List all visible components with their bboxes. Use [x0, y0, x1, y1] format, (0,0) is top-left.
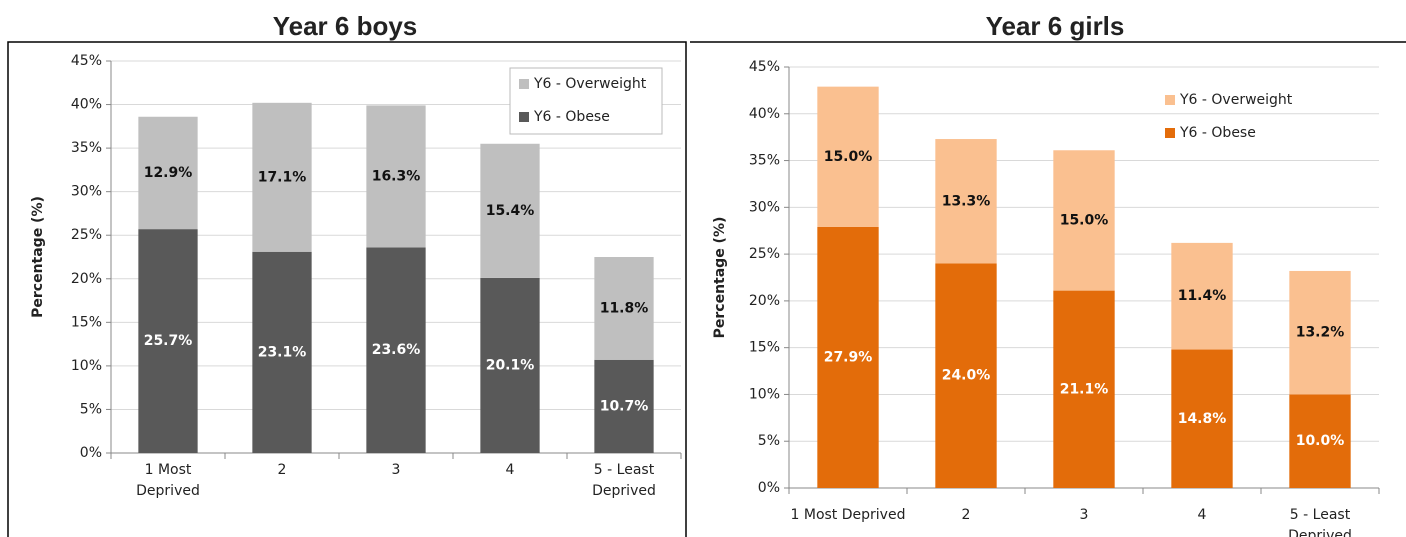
bar-segment [1289, 270, 1351, 395]
bar-segment [594, 359, 654, 453]
x-tick-label: 5 - Least Deprived [1288, 507, 1352, 537]
y-axis-label: Percentage (%) [712, 217, 728, 339]
bar-segment [138, 229, 198, 453]
data-label: 15.0% [1060, 212, 1109, 228]
y-tick-label: 40% [71, 97, 102, 113]
data-label: 25.7% [144, 333, 193, 349]
y-tick-label: 15% [749, 340, 780, 356]
y-tick-label: 45% [71, 53, 102, 69]
data-label: 13.2% [1296, 325, 1345, 341]
data-label: 14.8% [1178, 411, 1227, 427]
y-tick-label: 0% [80, 445, 102, 461]
y-tick-label: 5% [758, 433, 780, 449]
data-label: 24.0% [942, 368, 991, 384]
frame [7, 41, 687, 537]
y-axis-label: Percentage (%) [30, 196, 46, 318]
bar-segment [1053, 150, 1115, 291]
bar-segment [817, 226, 879, 489]
data-label: 20.1% [486, 357, 535, 373]
data-label: 16.3% [372, 168, 421, 184]
legend-label: Y6 - Overweight [1179, 92, 1293, 108]
bar-segment [252, 251, 312, 453]
y-tick-label: 5% [80, 401, 102, 417]
data-label: 15.0% [824, 149, 873, 165]
y-tick-label: 10% [749, 386, 780, 402]
bar-segment [366, 247, 426, 453]
x-tick-label: 4 [505, 462, 515, 478]
bar-segment [480, 277, 540, 453]
bar-segment [1171, 349, 1233, 488]
y-tick-label: 25% [749, 246, 780, 262]
x-tick-label: 2 [961, 507, 971, 523]
data-label: 10.7% [600, 398, 649, 414]
x-tick-label: 1 Most Deprived [136, 462, 200, 499]
bar-segment [1053, 290, 1115, 488]
x-tick-label: 3 [1079, 507, 1089, 523]
data-label: 13.3% [942, 193, 991, 209]
y-tick-label: 35% [71, 140, 102, 156]
legend-label: Y6 - Overweight [533, 76, 647, 92]
data-label: 11.4% [1178, 288, 1227, 304]
y-tick-label: 0% [758, 480, 780, 496]
y-tick-label: 25% [71, 227, 102, 243]
y-tick-label: 30% [71, 184, 102, 200]
bar-segment [366, 105, 426, 248]
legend-swatch [519, 112, 529, 122]
legend-frame [509, 67, 663, 135]
data-label: 11.8% [600, 300, 649, 316]
legend-swatch [1165, 95, 1175, 105]
y-tick-label: 35% [749, 153, 780, 169]
y-tick-label: 20% [71, 271, 102, 287]
data-label: 10.0% [1296, 433, 1345, 449]
data-label: 21.1% [1060, 381, 1109, 397]
chart-title: Year 6 girls [986, 11, 1125, 41]
data-label: 12.9% [144, 165, 193, 181]
legend-swatch [519, 79, 529, 89]
legend-label: Y6 - Obese [533, 109, 610, 125]
x-tick-label: 1 Most Deprived [790, 507, 906, 523]
y-tick-label: 15% [71, 314, 102, 330]
data-label: 27.9% [824, 349, 873, 365]
bar-segment [138, 116, 198, 230]
y-tick-label: 40% [749, 106, 780, 122]
chart-title: Year 6 boys [273, 11, 418, 41]
bar-segment [480, 143, 540, 278]
legend-label: Y6 - Obese [1179, 125, 1256, 141]
data-label: 15.4% [486, 203, 535, 219]
bar-segment [817, 86, 879, 227]
legend-swatch [1165, 128, 1175, 138]
bar-segment [1171, 242, 1233, 350]
data-label: 23.1% [258, 344, 307, 360]
y-tick-label: 45% [749, 59, 780, 75]
bar-segment [252, 102, 312, 252]
x-tick-label: 2 [277, 462, 287, 478]
y-tick-label: 20% [749, 293, 780, 309]
x-tick-label: 4 [1197, 507, 1207, 523]
y-tick-label: 10% [71, 358, 102, 374]
x-tick-label: 5 - Least Deprived [592, 462, 656, 499]
x-tick-label: 3 [391, 462, 401, 478]
data-label: 23.6% [372, 342, 421, 358]
bar-segment [594, 257, 654, 360]
bar-segment [935, 139, 997, 264]
bar-segment [935, 263, 997, 488]
data-label: 17.1% [258, 169, 307, 185]
bar-segment [1289, 394, 1351, 488]
y-tick-label: 30% [749, 199, 780, 215]
